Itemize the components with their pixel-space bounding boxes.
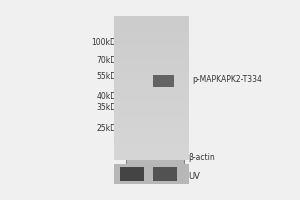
Text: +: + <box>162 172 169 181</box>
FancyBboxPatch shape <box>153 75 174 87</box>
Text: 25kDa: 25kDa <box>97 124 121 133</box>
Text: 35kDa: 35kDa <box>96 103 121 112</box>
FancyBboxPatch shape <box>153 167 177 181</box>
FancyBboxPatch shape <box>126 36 184 147</box>
Text: β-actin: β-actin <box>189 153 215 162</box>
FancyBboxPatch shape <box>126 150 184 166</box>
Text: HeLa: HeLa <box>143 15 166 33</box>
Text: 40kDa: 40kDa <box>96 92 121 101</box>
Text: 70kDa: 70kDa <box>96 56 121 65</box>
FancyBboxPatch shape <box>120 167 144 181</box>
Text: UV: UV <box>189 172 200 181</box>
Text: p-MAPKAPK2-T334: p-MAPKAPK2-T334 <box>192 75 262 84</box>
Text: 100kDa: 100kDa <box>92 38 121 47</box>
Text: -: - <box>139 172 142 181</box>
Text: 55kDa: 55kDa <box>96 72 121 81</box>
